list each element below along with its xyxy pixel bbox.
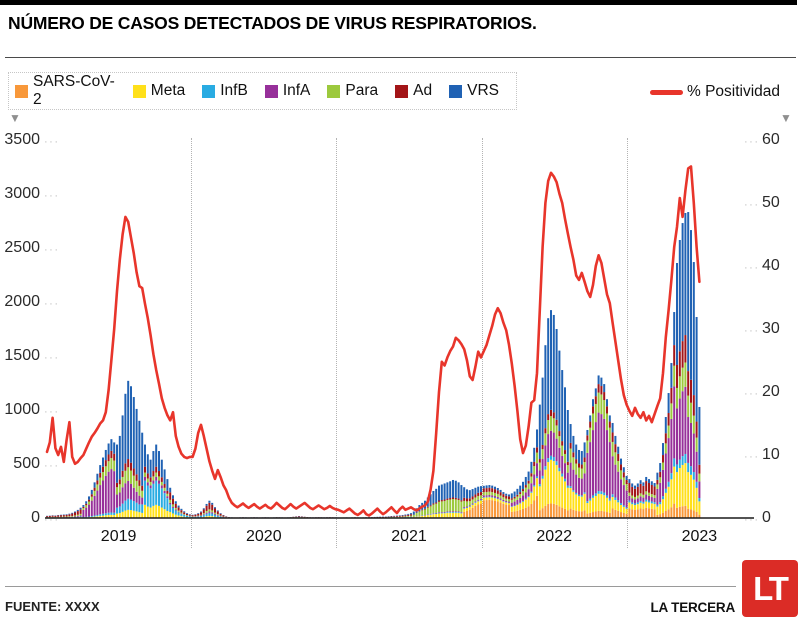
right-axis-marker-icon: ▼ — [780, 111, 792, 125]
right-axis-tick: 20 — [762, 383, 780, 400]
title-divider — [5, 57, 796, 58]
left-axis-tick: 0 — [31, 509, 40, 526]
tick-leader-dots: ··· — [44, 190, 60, 202]
legend-item-sars-cov-2: SARS-CoV-2 — [15, 73, 116, 109]
legend-item-positividad: % Positividad — [650, 83, 780, 101]
left-axis-tick: 2000 — [4, 293, 40, 310]
brand-name: LA TERCERA — [650, 600, 736, 615]
year-separator — [481, 138, 483, 548]
legend-item-meta: Meta — [132, 82, 186, 100]
x-axis-year-label: 2020 — [246, 528, 282, 545]
tick-leader-dots: ··· — [744, 136, 760, 148]
tick-leader-dots: ··· — [744, 262, 760, 274]
right-axis-tick: 30 — [762, 320, 780, 337]
left-axis-tick: 1000 — [4, 401, 40, 418]
page-title: NÚMERO DE CASOS DETECTADOS DE VIRUS RESP… — [8, 13, 537, 33]
legend-item-infb: InfB — [202, 82, 248, 100]
x-axis-year-label: 2022 — [536, 528, 572, 545]
legend-swatch — [327, 84, 341, 98]
x-axis-year-label: 2019 — [100, 528, 137, 545]
tick-leader-dots: ··· — [744, 199, 760, 211]
right-axis-tick: 40 — [762, 257, 780, 274]
legend-label: % Positividad — [687, 83, 781, 100]
tick-leader-dots: ··· — [44, 406, 60, 418]
year-separator — [626, 138, 628, 548]
left-axis-tick: 500 — [13, 455, 40, 472]
left-axis-tick: 1500 — [4, 347, 40, 364]
x-axis-year-label: 2021 — [391, 528, 427, 545]
legend-item-vrs: VRS — [449, 82, 499, 100]
tick-leader-dots: ··· — [744, 451, 760, 463]
right-axis-tick: 50 — [762, 194, 780, 211]
left-axis-tick: 3500 — [4, 131, 40, 148]
tick-leader-dots: ··· — [44, 298, 60, 310]
tick-leader-dots: ··· — [44, 136, 60, 148]
legend-label: Ad — [413, 82, 433, 99]
legend-swatch — [264, 84, 278, 98]
positivity-line — [45, 165, 701, 517]
left-axis-tick: 3000 — [4, 185, 40, 202]
legend-label: SARS-CoV-2 — [33, 73, 115, 108]
tick-leader-dots: ··· — [744, 388, 760, 400]
footer-divider — [5, 586, 736, 587]
legend-label: Meta — [150, 82, 186, 99]
legend-item-infa: InfA — [264, 82, 311, 100]
legend-label: Para — [345, 82, 379, 99]
legend-swatch — [449, 84, 463, 98]
right-axis-tick: 0 — [762, 509, 771, 526]
right-axis-tick: 10 — [762, 446, 780, 463]
x-axis-year-label: 2023 — [681, 528, 718, 545]
tick-leader-dots: ··· — [44, 244, 60, 256]
legend-label: InfB — [220, 82, 248, 99]
year-separator — [336, 138, 338, 548]
lt-logo: LT — [742, 560, 798, 617]
legend-swatch — [395, 84, 409, 98]
legend-label: InfA — [282, 82, 311, 99]
left-axis-tick: 2500 — [4, 239, 40, 256]
year-separator — [191, 138, 193, 548]
tick-leader-dots: ··· — [744, 514, 760, 526]
top-black-bar — [0, 0, 797, 5]
legend: SARS-CoV-2 Meta InfB InfA Para Ad VRS — [8, 72, 517, 110]
positivity-line-swatch — [650, 89, 683, 95]
tick-leader-dots: ··· — [44, 460, 60, 472]
legend-item-para: Para — [327, 82, 378, 100]
legend-swatch — [132, 84, 146, 98]
lt-logo-text: LT — [753, 569, 789, 607]
source-note: FUENTE: XXXX — [5, 599, 100, 614]
legend-swatch — [15, 84, 28, 98]
legend-item-ad: Ad — [395, 82, 432, 100]
tick-leader-dots: ··· — [44, 352, 60, 364]
right-axis-tick: 60 — [762, 131, 780, 148]
tick-leader-dots: ··· — [744, 325, 760, 337]
legend-label: VRS — [467, 82, 499, 99]
legend-swatch — [202, 84, 216, 98]
left-axis-marker-icon: ▼ — [9, 111, 21, 125]
